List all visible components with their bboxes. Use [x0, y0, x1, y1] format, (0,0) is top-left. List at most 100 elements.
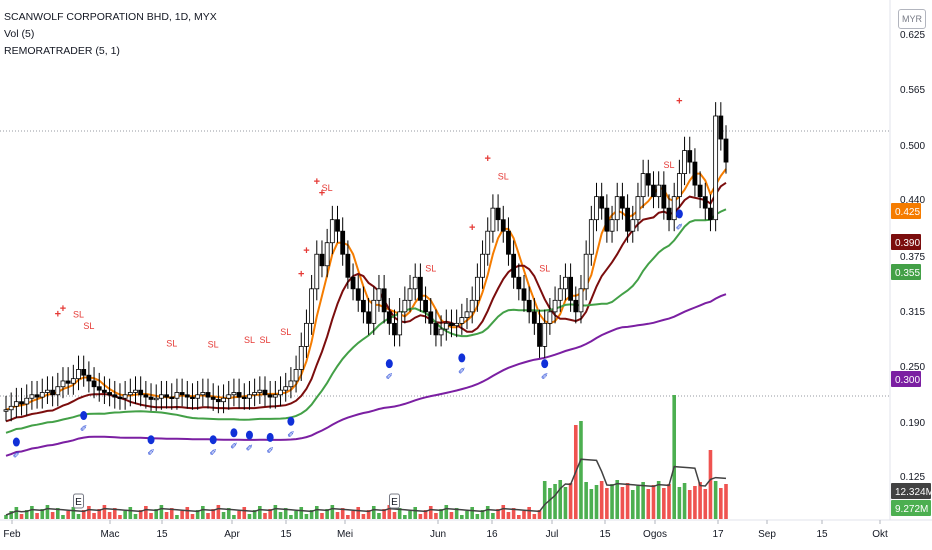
volume-tag-label: 9.272M	[895, 504, 928, 515]
volume-bar	[87, 506, 91, 519]
candle-body	[578, 288, 584, 313]
candle-body	[635, 196, 641, 221]
candle-body	[381, 288, 387, 313]
volume-bar	[40, 509, 45, 519]
volume-bar	[263, 513, 267, 519]
runner-icon: ✐	[458, 367, 466, 377]
volume-bar	[615, 480, 620, 519]
candle-body	[55, 386, 61, 396]
runner-icon: ✐	[13, 451, 21, 461]
volume-bar	[408, 511, 412, 519]
volume-bar	[418, 514, 423, 519]
candle-body	[257, 389, 263, 393]
candle-body	[153, 397, 159, 401]
buy-signal-label: +	[298, 268, 304, 280]
candle-body	[407, 288, 413, 301]
candle-body	[70, 378, 76, 384]
candle-body	[568, 276, 574, 301]
volume-bar	[641, 482, 645, 519]
x-tick-label: 15	[599, 529, 611, 540]
candle-body	[506, 230, 511, 255]
volume-bar	[133, 514, 138, 519]
candle-body	[345, 253, 351, 278]
candle-body	[278, 389, 283, 396]
x-tick-label: Sep	[758, 529, 776, 540]
candle-body	[531, 311, 537, 324]
volume-bar	[522, 511, 526, 519]
volume-bar	[81, 510, 86, 519]
candle-body	[45, 389, 50, 393]
volume-bar	[159, 505, 164, 519]
sell-signal-label: SL	[664, 160, 675, 170]
price-tag-box	[891, 203, 921, 219]
candle-body	[438, 328, 444, 336]
volume-bar	[180, 511, 184, 519]
volume-bar	[232, 515, 236, 519]
volume-bar	[382, 509, 386, 519]
time-axis: Feb Mac 15 Apr 15 Mei Jun 16 Jul 15 Ogos 17 Sep 15 Okt	[3, 520, 888, 540]
candle-body	[221, 397, 226, 403]
volume-bar	[511, 508, 516, 519]
candle-body	[454, 322, 460, 327]
y-tick-label: 0.250	[900, 362, 925, 373]
volume-tag-box	[891, 500, 931, 516]
candle-body	[547, 311, 553, 324]
volume-bar	[50, 512, 55, 519]
currency-button[interactable]: MYR	[898, 9, 926, 29]
price-tag: 0.390	[891, 234, 921, 250]
candle-body	[588, 219, 594, 255]
candle-body	[552, 299, 558, 313]
volume-bar	[361, 514, 366, 519]
candle-body	[329, 219, 335, 244]
runner-icon: ✐	[266, 446, 274, 456]
earnings-marker: E	[73, 493, 85, 509]
earnings-marker-box	[73, 493, 85, 509]
candle-body	[376, 288, 382, 301]
volume-bar	[548, 488, 552, 519]
candle-body	[226, 394, 232, 399]
candle-body	[620, 196, 625, 209]
volume-bar	[599, 481, 604, 519]
candle-body	[423, 299, 428, 313]
volume-bar	[330, 505, 335, 519]
buy-dot	[80, 411, 88, 421]
candle-body	[594, 196, 599, 221]
sell-signal-label: SL	[539, 264, 550, 274]
candle-body	[366, 311, 371, 324]
volume-bar	[475, 514, 480, 519]
volume-bar	[491, 513, 495, 519]
volume-bar	[646, 489, 651, 519]
candle-body	[309, 288, 315, 324]
volume-bar	[221, 512, 226, 519]
candle-body	[324, 242, 330, 267]
candle-body	[630, 219, 636, 232]
volume-bar	[76, 514, 81, 519]
volume-bar	[149, 513, 153, 519]
candle-body	[651, 184, 656, 198]
volume-bar	[346, 515, 350, 519]
candle-body	[609, 219, 615, 232]
price-tag-box	[891, 264, 921, 280]
volume-bar	[517, 515, 521, 519]
volume-bar	[366, 510, 371, 519]
volume-bar	[403, 515, 407, 519]
candle-body	[583, 253, 589, 290]
volume-bar	[61, 515, 65, 519]
buy-dot	[12, 437, 20, 447]
volume-bar	[693, 486, 697, 519]
volume-bar	[258, 506, 262, 519]
runner-icon: ✐	[80, 425, 88, 435]
volume-bar	[428, 506, 433, 519]
sell-signal-label: SL	[166, 338, 177, 348]
candle-body	[241, 396, 247, 399]
candle-body	[443, 322, 449, 330]
candle-body	[604, 207, 610, 232]
runner-icon: ✐	[287, 430, 295, 440]
y-tick-label: 0.315	[900, 307, 925, 318]
volume-tag-box	[891, 483, 931, 499]
candle-body	[661, 184, 667, 209]
sell-signal-label: SL	[208, 340, 219, 350]
candle-body	[702, 196, 708, 209]
buy-signal-label: +	[60, 303, 66, 315]
